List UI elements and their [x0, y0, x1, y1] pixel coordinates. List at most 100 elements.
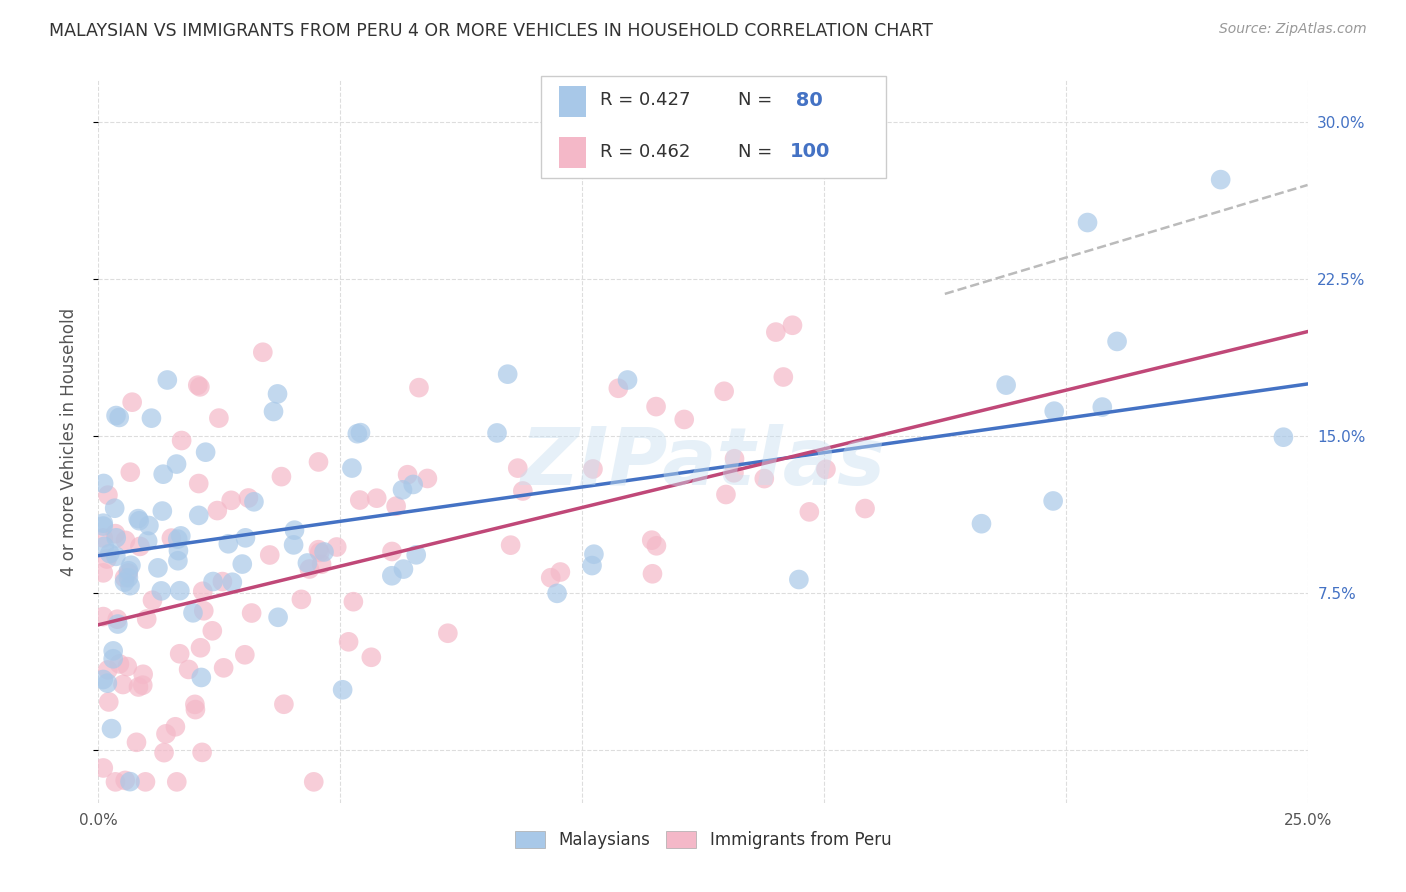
Point	[98, 547, 121, 561]
Point	[298, 562, 321, 576]
Point	[184, 703, 207, 717]
Point	[111, 677, 134, 691]
Point	[208, 411, 231, 425]
Point	[91, 609, 114, 624]
Point	[273, 698, 295, 712]
Point	[187, 378, 209, 392]
Point	[396, 467, 419, 482]
Point	[645, 400, 668, 414]
Point	[238, 491, 260, 505]
Point	[136, 534, 159, 549]
Point	[1272, 430, 1295, 444]
Point	[391, 483, 413, 497]
Point	[97, 663, 120, 677]
Point	[117, 566, 139, 580]
Point	[325, 540, 347, 554]
Point	[184, 698, 207, 712]
Point	[191, 745, 214, 759]
Point	[103, 652, 125, 666]
Point	[207, 503, 229, 517]
Point	[91, 516, 114, 531]
Point	[169, 647, 191, 661]
Point	[392, 562, 415, 576]
Point	[437, 626, 460, 640]
Point	[340, 461, 363, 475]
Point	[114, 533, 136, 548]
Point	[194, 445, 217, 459]
Point	[645, 539, 668, 553]
Point	[1209, 172, 1232, 186]
Point	[125, 735, 148, 749]
Text: N =: N =	[738, 143, 778, 161]
Point	[283, 538, 305, 552]
Point	[91, 761, 114, 775]
Point	[104, 549, 127, 564]
Point	[166, 457, 188, 471]
Point	[233, 648, 256, 662]
Point	[1043, 404, 1066, 418]
Point	[93, 539, 115, 553]
Point	[117, 659, 139, 673]
Point	[405, 548, 427, 562]
Point	[201, 624, 224, 638]
Point	[332, 682, 354, 697]
Text: 80: 80	[789, 91, 823, 110]
Point	[754, 472, 776, 486]
Point	[93, 476, 115, 491]
Point	[165, 720, 187, 734]
Point	[155, 727, 177, 741]
Text: 100: 100	[789, 142, 830, 161]
Point	[150, 504, 173, 518]
Point	[141, 411, 163, 425]
Point	[117, 564, 139, 578]
Point	[308, 455, 330, 469]
Point	[152, 467, 174, 482]
FancyBboxPatch shape	[541, 76, 886, 178]
Point	[342, 595, 364, 609]
Point	[103, 644, 125, 658]
Point	[134, 775, 156, 789]
Legend: Malaysians, Immigrants from Peru: Malaysians, Immigrants from Peru	[508, 824, 898, 856]
Point	[714, 487, 737, 501]
Point	[141, 593, 163, 607]
Point	[121, 395, 143, 409]
Point	[607, 381, 630, 395]
Point	[512, 483, 534, 498]
Bar	[558, 137, 586, 168]
Point	[169, 583, 191, 598]
Point	[723, 451, 745, 466]
Point	[202, 574, 225, 589]
Point	[270, 469, 292, 483]
Point	[1076, 215, 1098, 229]
Point	[190, 640, 212, 655]
Point	[105, 531, 128, 545]
Point	[235, 531, 257, 545]
Point	[349, 425, 371, 440]
Text: N =: N =	[738, 92, 778, 110]
Point	[91, 673, 114, 687]
Point	[170, 529, 193, 543]
Point	[346, 426, 368, 441]
Point	[381, 568, 404, 582]
Point	[96, 676, 118, 690]
Y-axis label: 4 or more Vehicles in Household: 4 or more Vehicles in Household	[59, 308, 77, 575]
Point	[118, 579, 141, 593]
Point	[166, 532, 188, 546]
Point	[970, 516, 993, 531]
Point	[402, 477, 425, 491]
Point	[267, 610, 290, 624]
Text: MALAYSIAN VS IMMIGRANTS FROM PERU 4 OR MORE VEHICLES IN HOUSEHOLD CORRELATION CH: MALAYSIAN VS IMMIGRANTS FROM PERU 4 OR M…	[49, 22, 934, 40]
Point	[772, 370, 794, 384]
Point	[302, 775, 325, 789]
Point	[114, 773, 136, 788]
Point	[311, 558, 333, 572]
Point	[641, 566, 664, 581]
Point	[91, 519, 114, 533]
Point	[127, 511, 149, 525]
Point	[91, 566, 114, 580]
Point	[107, 617, 129, 632]
Text: ZIPatlas: ZIPatlas	[520, 425, 886, 502]
Bar	[558, 87, 586, 117]
Point	[252, 345, 274, 359]
Text: R = 0.427: R = 0.427	[600, 92, 690, 110]
